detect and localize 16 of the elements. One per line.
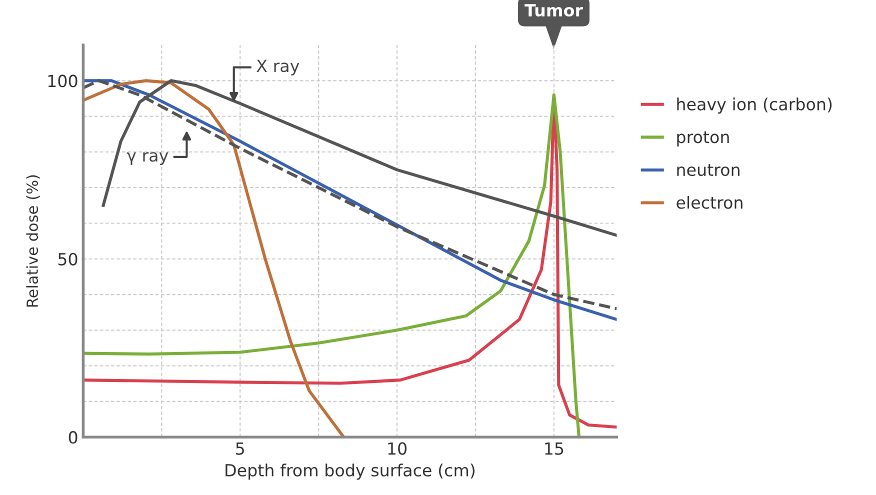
y-tick-label: 0 — [68, 431, 78, 444]
x-tick-label: 5 — [236, 442, 244, 455]
legend-label: proton — [677, 131, 729, 146]
annotation: X ray — [256, 60, 300, 76]
legend-label: heavy ion (carbon) — [677, 98, 832, 114]
y-axis-title: Relative dose (%) — [26, 175, 40, 307]
legend-label: electron — [676, 196, 742, 209]
text: Tumor — [524, 4, 583, 17]
x-axis-title: Depth from body surface (cm) — [226, 464, 475, 480]
line-series — [83, 79, 346, 438]
y-tick-label: 50 — [58, 252, 78, 266]
x-tick-label: 15 — [545, 442, 564, 455]
annotation: γ ray — [126, 152, 168, 165]
x-tick-label: 10 — [388, 442, 407, 455]
y-tick-label: 100 — [48, 74, 78, 88]
legend-label: neutron — [677, 164, 740, 176]
